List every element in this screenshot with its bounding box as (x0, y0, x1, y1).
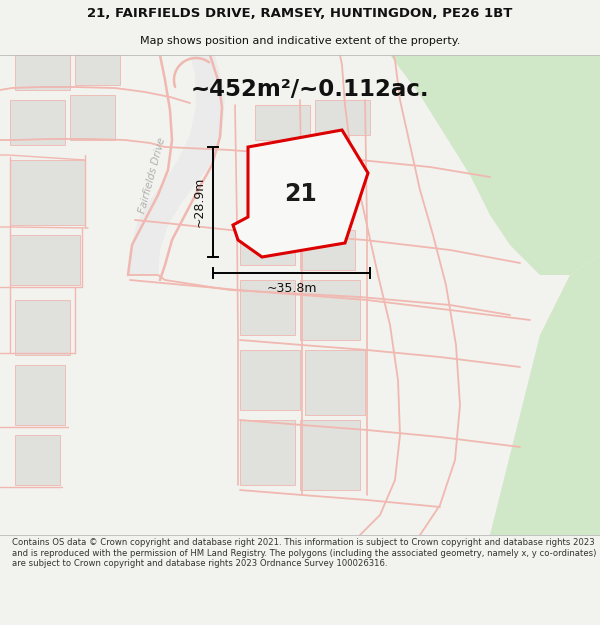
Polygon shape (70, 95, 115, 140)
Polygon shape (300, 280, 360, 340)
Text: Fairfields Drive: Fairfields Drive (137, 136, 167, 214)
Polygon shape (240, 350, 300, 410)
Polygon shape (10, 235, 80, 285)
Polygon shape (10, 100, 65, 145)
Polygon shape (240, 280, 295, 335)
Text: ~452m²/~0.112ac.: ~452m²/~0.112ac. (191, 79, 430, 101)
Polygon shape (15, 435, 60, 485)
Text: 21: 21 (284, 182, 317, 206)
Polygon shape (300, 420, 360, 490)
Polygon shape (315, 100, 370, 135)
Polygon shape (128, 55, 225, 275)
Polygon shape (300, 230, 355, 270)
Text: Contains OS data © Crown copyright and database right 2021. This information is : Contains OS data © Crown copyright and d… (12, 538, 596, 568)
Polygon shape (305, 350, 365, 415)
Text: ~35.8m: ~35.8m (266, 282, 317, 296)
Polygon shape (390, 55, 600, 275)
Polygon shape (240, 420, 295, 485)
Polygon shape (15, 300, 70, 355)
Polygon shape (75, 55, 120, 85)
Polygon shape (255, 105, 310, 140)
Polygon shape (15, 55, 70, 90)
Polygon shape (490, 255, 600, 535)
Polygon shape (240, 225, 295, 265)
Text: Map shows position and indicative extent of the property.: Map shows position and indicative extent… (140, 36, 460, 46)
Polygon shape (10, 160, 85, 225)
Polygon shape (15, 365, 65, 425)
Text: ~28.9m: ~28.9m (193, 177, 205, 227)
Text: 21, FAIRFIELDS DRIVE, RAMSEY, HUNTINGDON, PE26 1BT: 21, FAIRFIELDS DRIVE, RAMSEY, HUNTINGDON… (88, 8, 512, 20)
Polygon shape (233, 130, 368, 257)
